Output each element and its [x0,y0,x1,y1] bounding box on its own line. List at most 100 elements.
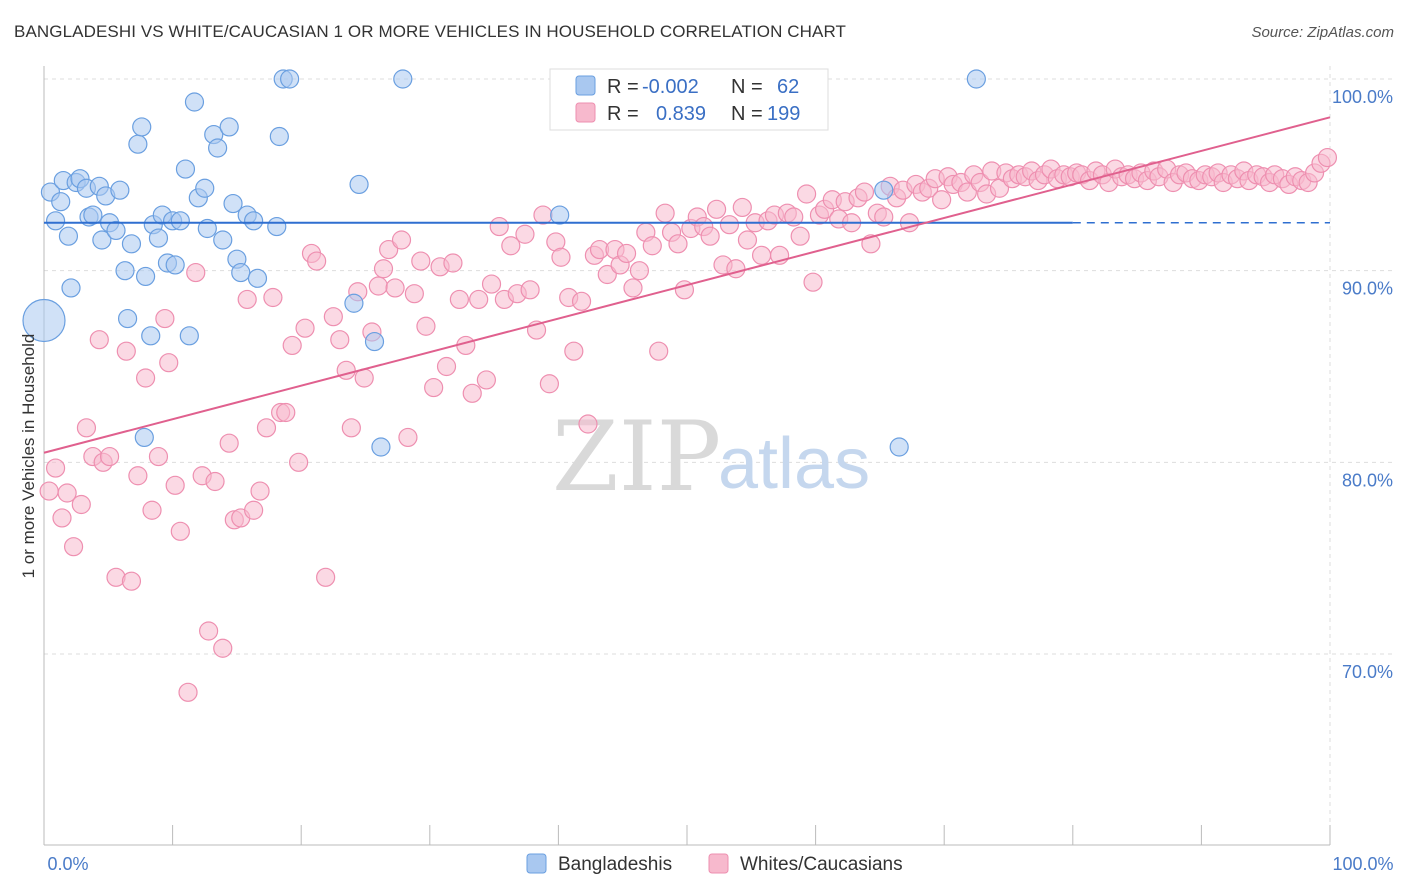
data-point [219,433,239,453]
data-point [668,234,688,254]
data-point [349,174,369,195]
data-point [110,180,130,200]
data-point [170,211,190,231]
data-point [142,500,162,520]
data-point [115,261,135,281]
data-point [1317,147,1338,168]
data-point [170,521,190,541]
legend-n-value-1: 62 [777,76,799,98]
watermark-atlas: atlas [718,424,870,504]
watermark-zip: ZIP [552,401,721,513]
data-point [726,259,746,279]
data-point [861,234,881,254]
data-point [737,230,758,250]
x-tick-labels: 0.0% 100.0% [47,854,1393,874]
data-point [295,318,315,338]
data-point [623,278,643,298]
bottom-legend-bangladeshis: Bangladeshis [558,854,672,875]
data-point [597,264,617,285]
data-point [476,370,496,390]
data-point [89,330,109,350]
data-point [307,251,327,271]
axes [43,66,1331,846]
source-credit: Source: ZipAtlas.com [1251,24,1394,41]
data-point [134,427,154,448]
data-point [330,330,350,350]
data-point [551,247,571,267]
data-point [393,69,413,89]
data-point [790,226,810,246]
data-point [92,230,112,250]
data-point [373,259,394,279]
legend-n-label-1: N = [731,76,763,98]
data-point [148,446,169,467]
data-point [424,377,444,398]
data-point [213,230,233,250]
data-point [128,134,148,154]
trend-lines [43,116,1331,454]
data-point [178,682,198,702]
data-point [128,466,148,486]
data-point [874,207,894,227]
data-point [195,178,215,198]
legend-n-label-2: N = [731,103,763,125]
data-point [932,190,952,210]
x-tick-label: 0.0% [47,854,88,874]
data-point [874,180,894,200]
data-point [443,253,463,273]
data-point [379,239,399,260]
data-point [550,205,570,225]
data-point [385,278,405,298]
data-point [155,308,175,329]
data-point [323,307,343,327]
data-point [280,69,300,89]
y-tick-label: 90.0% [1342,279,1393,299]
trend-line-whites [43,116,1331,454]
series-legend: Bangladeshis Whites/Caucasians [526,853,903,875]
data-point [231,262,251,283]
data-point [539,374,559,394]
data-point [269,126,289,147]
bangladeshis-points [22,69,986,457]
y-axis-label: 1 or more Vehicles in Household [19,334,38,579]
data-point [368,276,388,296]
data-point [481,274,502,294]
data-point [184,92,205,112]
data-point [336,360,356,380]
data-point [371,437,391,457]
data-point [889,437,909,457]
data-point [796,184,817,204]
data-point [244,500,264,520]
data-point [398,427,418,448]
data-point [45,211,66,231]
data-point [121,571,142,591]
data-point [404,284,424,304]
data-point [247,268,268,288]
data-point [99,446,120,467]
data-point [135,266,156,287]
data-point [316,567,336,587]
legend-swatch-bangladeshis [575,75,596,96]
data-point [533,205,553,225]
data-point [116,341,136,361]
data-point [263,287,283,308]
data-point [61,278,81,298]
data-point [256,418,277,438]
stats-legend: R = -0.002 N = 62 R = 0.839 N = 199 [549,68,829,131]
legend-r-value-2: 0.839 [656,103,706,125]
data-point [223,193,243,214]
legend-swatch-whites [575,102,596,123]
data-point [564,341,584,361]
data-point [784,207,804,227]
bottom-legend-swatch-whites [708,853,729,874]
data-point [515,224,535,244]
data-point [489,216,509,237]
data-point [106,220,126,241]
data-point [208,138,228,158]
data-point [52,508,72,528]
data-point [63,537,84,557]
legend-r-value-1: -0.002 [642,76,699,98]
data-point [751,245,772,265]
data-point [165,475,185,495]
data-point [148,228,169,248]
